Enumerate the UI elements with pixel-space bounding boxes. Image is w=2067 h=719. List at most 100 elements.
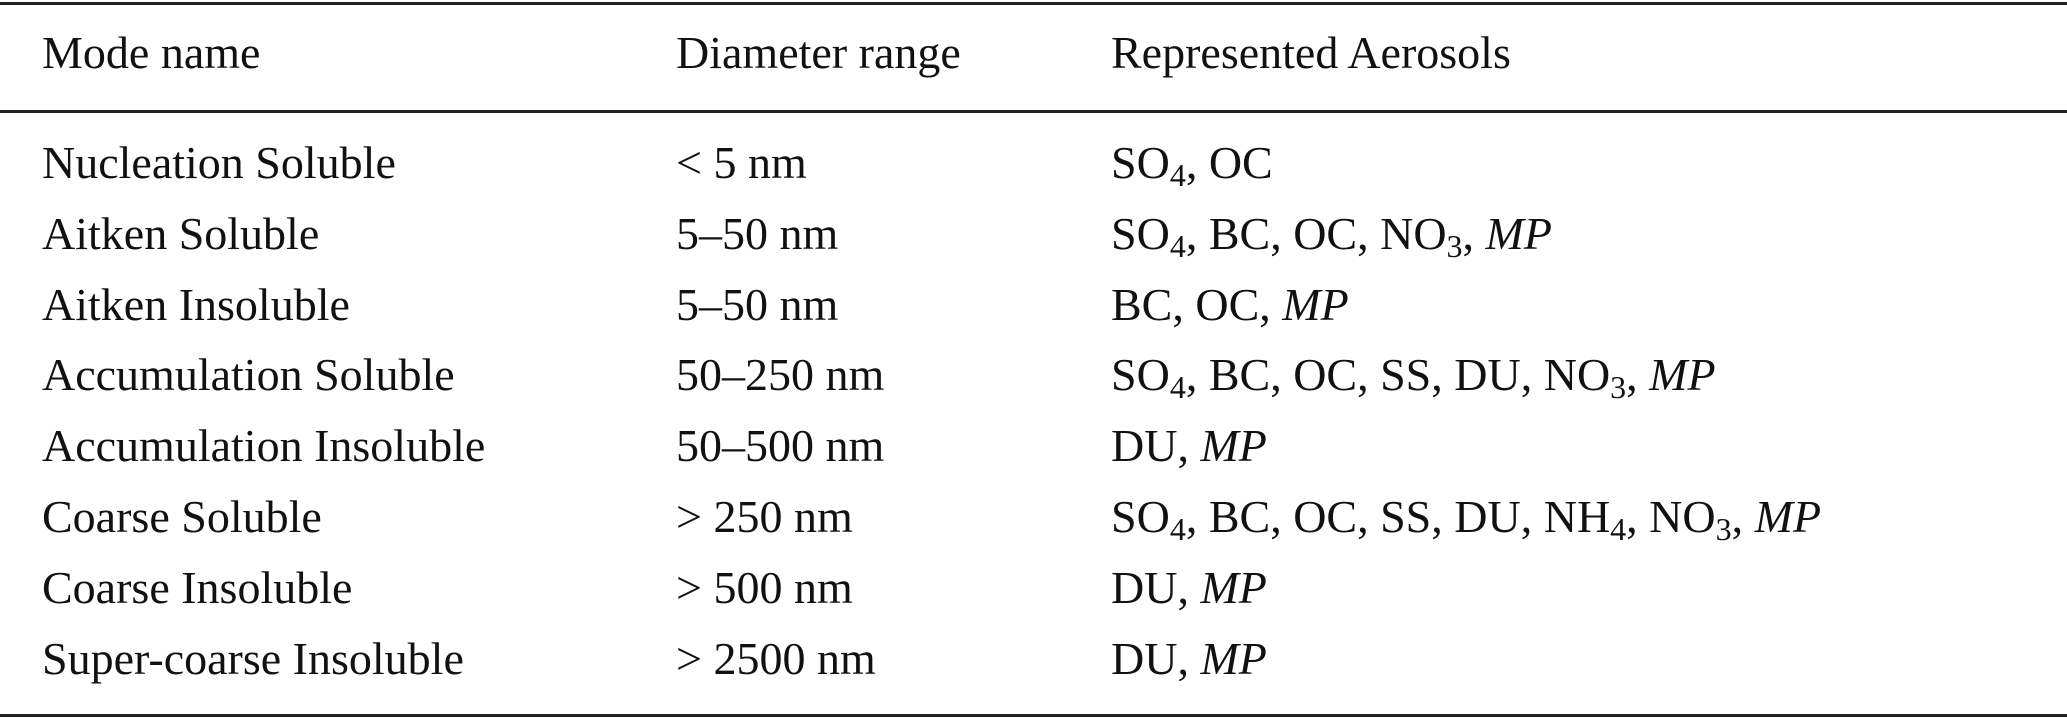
aerosol-name: SO xyxy=(1111,137,1170,188)
aerosol-name: NO xyxy=(1649,491,1716,542)
aerosol-name: DU xyxy=(1454,349,1521,401)
aerosol: MP xyxy=(1200,562,1266,613)
aerosol-name: OC xyxy=(1293,207,1358,259)
aerosol-name: MP xyxy=(1282,278,1349,330)
aerosol: MP xyxy=(1200,633,1266,684)
aerosol-name: MP xyxy=(1200,420,1267,472)
mode-name: Accumulation Insoluble xyxy=(42,420,486,472)
aerosol-name: OC xyxy=(1208,137,1273,188)
aerosol-list: DU MP xyxy=(1111,558,1267,618)
diameter-range: 50–500 nm xyxy=(676,420,885,472)
aerosol-name: BC xyxy=(1208,491,1271,542)
aerosol: SO4 xyxy=(1111,349,1209,403)
diameter-range: 5–50 nm xyxy=(676,207,839,259)
aerosol-name: OC xyxy=(1195,278,1260,330)
aerosol-name: MP xyxy=(1649,349,1716,401)
aerosol-name: SO xyxy=(1111,491,1170,542)
aerosol: OC xyxy=(1293,208,1380,259)
aerosol-name: SS xyxy=(1380,491,1432,542)
aerosol-name: DU xyxy=(1111,632,1178,684)
aerosol: SO4 xyxy=(1111,137,1209,191)
aerosol-name: NO xyxy=(1380,207,1447,259)
aerosol-name: SS xyxy=(1380,349,1432,401)
aerosol: MP xyxy=(1755,491,1821,542)
mode-name: Aitken Soluble xyxy=(42,207,320,259)
diameter-range: > 250 nm xyxy=(676,491,853,542)
aerosol: MP xyxy=(1200,420,1266,471)
aerosol-name: NO xyxy=(1543,349,1611,401)
mode-name: Super-coarse Insoluble xyxy=(42,632,464,684)
diameter-range: < 5 nm xyxy=(676,137,807,188)
aerosol: SO4 xyxy=(1111,207,1209,262)
aerosol: BC xyxy=(1209,491,1293,542)
aerosol: MP xyxy=(1282,279,1348,330)
aerosol: DU xyxy=(1111,633,1200,684)
aerosol-name: BC xyxy=(1208,349,1271,401)
aerosol: NH4 xyxy=(1543,491,1649,545)
mode-name: Coarse Insoluble xyxy=(42,561,353,613)
aerosol: OC xyxy=(1195,279,1282,330)
aerosol: DU xyxy=(1454,491,1543,542)
aerosol-subscript: 3 xyxy=(1715,511,1732,547)
aerosol-name: OC xyxy=(1293,349,1358,401)
aerosol-list: DU MP xyxy=(1111,629,1267,689)
aerosol: OC xyxy=(1293,349,1380,400)
aerosol-name: OC xyxy=(1293,491,1358,542)
aerosol-subscript: 4 xyxy=(1169,157,1186,193)
header-cell: Represented Aerosols xyxy=(1111,27,1511,78)
mode-name: Aitken Insoluble xyxy=(42,278,350,330)
bottom-rule xyxy=(0,714,2067,717)
aerosol-name: DU xyxy=(1454,491,1521,542)
aerosol: BC xyxy=(1111,279,1195,330)
aerosol: OC xyxy=(1293,491,1380,542)
aerosol: BC xyxy=(1209,349,1293,400)
aerosol: NO3 xyxy=(1543,349,1649,403)
aerosol: DU xyxy=(1111,420,1200,471)
aerosol-subscript: 3 xyxy=(1610,369,1627,406)
aerosol: SS xyxy=(1380,349,1454,400)
aerosol-name: BC xyxy=(1111,278,1173,330)
diameter-range: > 2500 nm xyxy=(676,632,876,684)
aerosol: NO3 xyxy=(1380,207,1485,262)
mode-name: Coarse Soluble xyxy=(42,491,322,542)
aerosol-list: SO4BCOCSSDUNO3MP xyxy=(1111,345,1716,405)
aerosol-name: MP xyxy=(1754,491,1822,542)
aerosol-name: SO xyxy=(1111,349,1170,401)
aerosol-list: SO4OC xyxy=(1111,133,1273,193)
aerosol-name: NH xyxy=(1543,491,1611,542)
diameter-range: 5–50 nm xyxy=(676,278,839,330)
header-rule xyxy=(0,110,2067,113)
diameter-range: > 500 nm xyxy=(676,561,853,613)
aerosol-subscript: 4 xyxy=(1610,511,1627,547)
aerosol: SO4 xyxy=(1111,491,1209,545)
aerosol-subscript: 4 xyxy=(1169,369,1186,406)
aerosol-list: SO4BCOCNO3MP xyxy=(1111,204,1552,264)
header-cell: Mode name xyxy=(42,27,261,78)
aerosol-list: BC OC MP xyxy=(1111,275,1349,335)
aerosol-name: BC xyxy=(1208,207,1271,259)
aerosol-name: DU xyxy=(1111,420,1178,472)
aerosol-name: SO xyxy=(1111,207,1170,259)
aerosol-subscript: 4 xyxy=(1169,227,1186,264)
aerosol-subscript: 4 xyxy=(1169,511,1186,547)
aerosol: DU xyxy=(1111,562,1200,613)
diameter-range: 50–250 nm xyxy=(676,349,885,401)
aerosol: MP xyxy=(1486,208,1552,259)
aerosol-list: SO4BCOCSSDUNH4NO3MP xyxy=(1111,487,1821,547)
aerosol-name: MP xyxy=(1485,207,1552,259)
aerosol-name: MP xyxy=(1200,632,1267,684)
mode-name: Nucleation Soluble xyxy=(42,137,396,188)
mode-name: Accumulation Soluble xyxy=(42,349,455,401)
aerosol: MP xyxy=(1649,349,1715,400)
aerosol-subscript: 3 xyxy=(1446,227,1463,264)
header-cell: Diameter range xyxy=(676,27,961,78)
aerosol-name: DU xyxy=(1111,561,1178,613)
aerosol: DU xyxy=(1454,349,1543,400)
aerosol-name: MP xyxy=(1200,561,1267,613)
aerosol: BC xyxy=(1209,208,1293,259)
aerosol: SS xyxy=(1380,491,1454,542)
aerosol-list: DU MP xyxy=(1111,416,1267,476)
aerosol: OC xyxy=(1209,137,1273,188)
top-rule xyxy=(0,2,2067,5)
